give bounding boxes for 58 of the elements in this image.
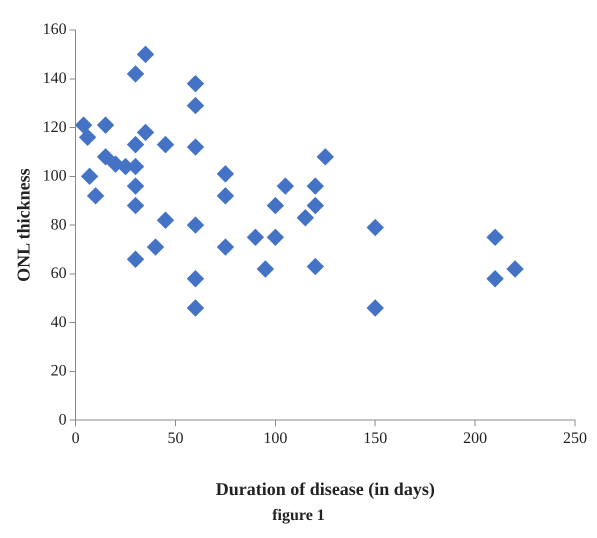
x-tick-label: 150 [363,430,388,448]
point [127,250,144,268]
point [127,136,144,154]
y-tick-label: 60 [50,265,67,282]
point [246,228,264,246]
point [216,238,234,256]
point [186,138,204,156]
y-tick-label: 140 [42,70,67,87]
point [216,165,234,182]
x-tick-label: 0 [72,430,80,448]
point [306,197,324,214]
point [316,148,334,166]
y-axis-title: ONL thickness [13,168,34,282]
point [186,97,204,114]
point [97,148,114,166]
point [276,178,294,195]
caption: figure 1 [271,507,326,525]
point [127,178,144,195]
y-tick-label: 0 [58,411,67,428]
point [266,228,284,246]
point [137,124,154,141]
point [266,197,284,214]
point [127,197,144,214]
point [256,260,274,278]
x-tick-label: 50 [167,430,184,448]
x-axis-title: Duration of disease (in days) [216,478,435,499]
point [186,270,204,288]
point [97,116,114,134]
point [147,238,164,256]
point [137,46,154,63]
y-tick-label: 100 [42,168,67,185]
point [127,65,144,82]
point [306,258,324,276]
y-tick-label: 20 [50,362,67,380]
point [79,128,96,146]
point [186,75,204,92]
y-tick-label: 120 [42,118,67,136]
point [186,216,204,234]
point [486,270,504,288]
point [366,219,384,236]
point [87,187,104,204]
point [186,300,204,317]
point [216,187,234,204]
x-tick-label: 200 [463,430,488,448]
point [156,136,174,154]
x-tick-label: 250 [563,430,587,448]
point [486,228,504,246]
y-tick-label: 80 [50,216,67,234]
point [506,260,524,278]
point [296,209,314,226]
point [81,168,98,185]
point [76,116,92,134]
y-tick-label: 40 [50,314,67,331]
point [156,212,174,229]
point [366,300,384,317]
point [306,178,324,195]
y-tick-label: 160 [42,21,67,38]
x-tick-label: 100 [263,430,288,448]
